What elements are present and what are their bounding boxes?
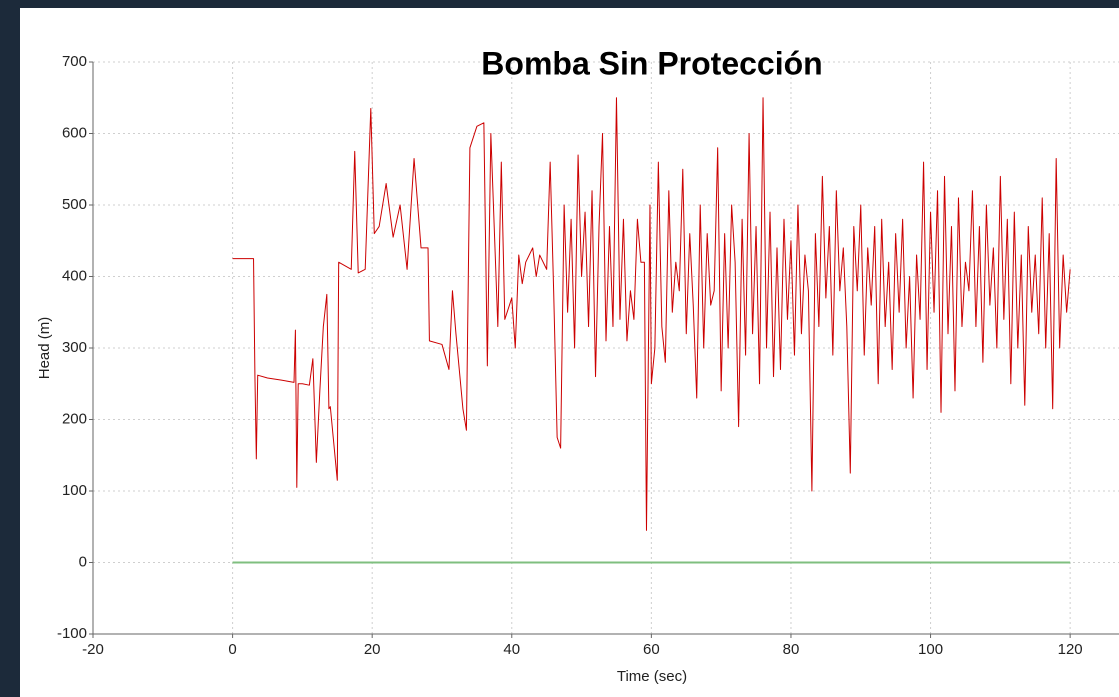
y-tick-label: 500 <box>62 196 87 213</box>
data-line <box>232 97 1071 531</box>
y-tick-label: 400 <box>62 267 87 284</box>
y-tick-label: 600 <box>62 124 87 141</box>
y-tick-label: 100 <box>62 482 87 499</box>
chart-title: Bomba Sin Protección <box>481 45 822 81</box>
x-tick-label: -20 <box>82 641 104 658</box>
y-tick-label: -100 <box>57 625 87 642</box>
y-tick-label: 0 <box>79 553 87 570</box>
x-tick-label: 100 <box>918 641 943 658</box>
x-tick-label: 60 <box>643 641 660 658</box>
y-tick-label: 200 <box>62 410 87 427</box>
y-tick-label: 300 <box>62 339 87 356</box>
chart-background <box>20 8 1119 697</box>
y-tick-label: 700 <box>62 53 87 70</box>
x-tick-label: 0 <box>228 641 236 658</box>
x-tick-label: 120 <box>1058 641 1083 658</box>
x-tick-label: 20 <box>364 641 381 658</box>
x-axis-label: Time (sec) <box>617 668 687 685</box>
x-tick-label: 40 <box>503 641 520 658</box>
y-axis-label: Head (m) <box>36 317 53 380</box>
x-tick-label: 80 <box>783 641 800 658</box>
